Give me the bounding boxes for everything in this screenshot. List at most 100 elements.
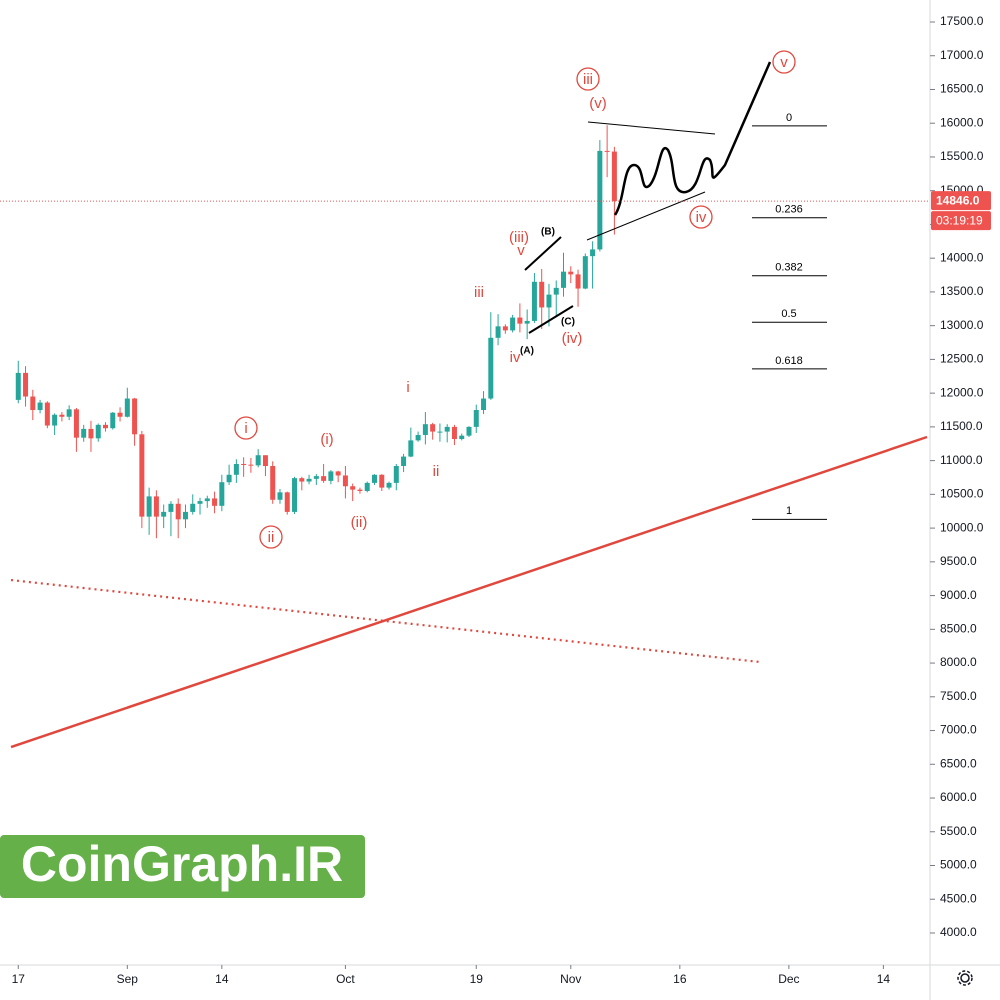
x-tick-label: Sep — [117, 972, 139, 986]
x-tick-label: 19 — [470, 972, 484, 986]
candle-body — [59, 414, 65, 417]
candle-body — [248, 464, 254, 466]
candle-body — [153, 496, 159, 517]
candle-body — [430, 424, 436, 432]
wave-label: (ii) — [351, 514, 368, 531]
y-tick-label: 12000.0 — [940, 385, 984, 399]
drawings — [524, 61, 772, 334]
candle-body — [539, 281, 545, 308]
x-tick-label: 17 — [12, 972, 26, 986]
wave-label: ii — [268, 529, 275, 546]
candle-body — [553, 287, 559, 295]
candle-body — [270, 466, 276, 500]
candle-body — [292, 478, 298, 512]
wave-label: v — [780, 54, 788, 71]
wave-label: v — [517, 242, 525, 259]
candle-body — [52, 414, 58, 426]
settings-icon[interactable] — [957, 970, 973, 986]
projection-path — [613, 61, 772, 216]
fib-label: 0.382 — [775, 262, 803, 274]
candle-body — [386, 482, 392, 488]
candle-body — [379, 474, 385, 488]
wave-label: i — [406, 379, 409, 396]
wave-label: (iv) — [562, 330, 583, 347]
y-tick-label: 15500.0 — [940, 149, 984, 163]
candle-body — [103, 424, 109, 429]
y-tick-label: 10000.0 — [940, 520, 984, 534]
candle-body — [495, 326, 501, 338]
candle-body — [306, 478, 312, 482]
watermark-box — [0, 835, 365, 898]
candle-body — [466, 426, 472, 436]
candle-body — [241, 463, 247, 465]
candle-body — [510, 317, 516, 331]
y-tick-label: 13500.0 — [940, 284, 984, 298]
candle-body — [219, 482, 225, 506]
candle-body — [444, 426, 450, 432]
candle-body — [531, 281, 537, 321]
candle-body — [568, 271, 574, 275]
wave-label: iii — [474, 284, 484, 301]
wave-label: i — [244, 420, 247, 437]
candle-body — [561, 271, 567, 288]
candle-body — [546, 294, 552, 308]
candle-body — [575, 274, 581, 289]
candle-body — [255, 455, 261, 466]
wave-circle — [234, 416, 258, 440]
candle-body — [459, 435, 465, 440]
candle-body — [95, 424, 101, 439]
y-tick-label: 12500.0 — [940, 352, 984, 366]
candle-body — [299, 478, 305, 482]
candle-body — [597, 150, 603, 250]
y-tick-label: 16500.0 — [940, 82, 984, 96]
fib-label: 0 — [786, 112, 792, 124]
wave-label: (B) — [541, 227, 555, 238]
candle-body — [517, 317, 523, 324]
candle-body — [233, 463, 239, 475]
wave-label: (i) — [320, 431, 333, 448]
wave-circle — [259, 525, 283, 549]
candle-body — [590, 249, 596, 257]
last-price-label: 14846.0 — [936, 193, 980, 207]
fib-label: 0.618 — [775, 355, 803, 367]
y-tick-label: 17000.0 — [940, 48, 984, 62]
y-tick-label: 6000.0 — [940, 790, 977, 804]
fib-label: 0.5 — [781, 308, 796, 320]
y-tick-label: 16000.0 — [940, 115, 984, 129]
y-tick-label: 9500.0 — [940, 554, 977, 568]
candle-body — [451, 426, 457, 440]
wave-circle — [689, 205, 713, 229]
y-tick-label: 9000.0 — [940, 588, 977, 602]
candle-body — [23, 372, 29, 397]
candle-body — [342, 475, 348, 487]
candle-body — [524, 320, 530, 324]
wave-label: iv — [510, 349, 521, 366]
wave-label: (C) — [561, 317, 575, 328]
wave-label: (iii) — [509, 229, 529, 246]
x-tick-label: 14 — [215, 972, 229, 986]
candle-body — [262, 455, 268, 467]
candle-body — [15, 372, 21, 400]
wave-label: (v) — [589, 95, 607, 112]
candle-body — [335, 471, 341, 476]
candle-body — [81, 428, 87, 438]
x-tick-label: Oct — [336, 972, 355, 986]
candle-body — [313, 476, 319, 479]
y-tick-label: 10500.0 — [940, 487, 984, 501]
candle-body — [582, 256, 588, 289]
y-tick-label: 8500.0 — [940, 621, 977, 635]
candle-body — [437, 431, 443, 433]
candle-body — [321, 476, 327, 481]
candle-body — [44, 402, 50, 426]
candle-body — [197, 501, 203, 504]
candle-body — [226, 474, 232, 483]
wave-circle — [772, 50, 796, 74]
candle-body — [161, 511, 167, 517]
plot: 00.2360.3820.50.6181iiiviiiiv(v)(iii)vii… — [10, 50, 928, 749]
wave-label: iv — [696, 209, 707, 226]
channel-line — [524, 236, 562, 271]
candle-body — [37, 402, 43, 411]
candle-body — [73, 409, 79, 438]
candle-body — [66, 409, 72, 417]
